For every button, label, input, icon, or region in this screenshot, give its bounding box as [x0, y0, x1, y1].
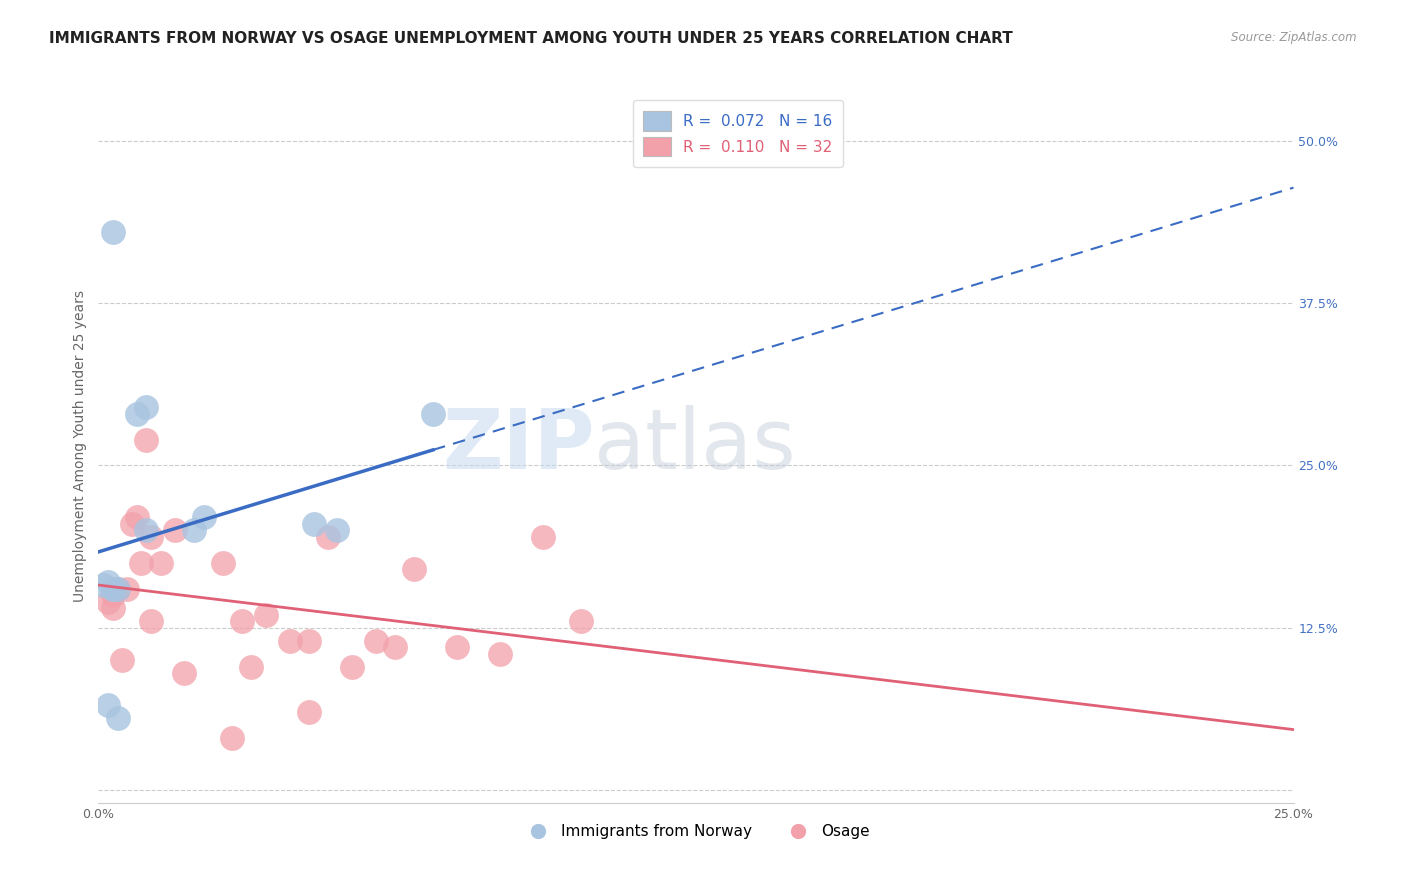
- Point: [135, 524, 157, 538]
- Point: [101, 582, 124, 596]
- Point: [569, 614, 592, 628]
- Point: [107, 582, 129, 596]
- Point: [125, 510, 148, 524]
- Point: [91, 578, 114, 592]
- Point: [135, 433, 157, 447]
- Point: [193, 510, 215, 524]
- Point: [446, 640, 468, 654]
- Point: [139, 614, 162, 628]
- Text: IMMIGRANTS FROM NORWAY VS OSAGE UNEMPLOYMENT AMONG YOUTH UNDER 25 YEARS CORRELAT: IMMIGRANTS FROM NORWAY VS OSAGE UNEMPLOY…: [49, 31, 1012, 46]
- Y-axis label: Unemployment Among Youth under 25 years: Unemployment Among Youth under 25 years: [73, 290, 87, 602]
- Point: [101, 601, 124, 615]
- Point: [163, 524, 186, 538]
- Point: [302, 516, 325, 531]
- Point: [121, 516, 143, 531]
- Point: [131, 556, 153, 570]
- Point: [135, 400, 157, 414]
- Point: [340, 659, 363, 673]
- Point: [278, 633, 301, 648]
- Point: [298, 633, 321, 648]
- Point: [364, 633, 387, 648]
- Point: [489, 647, 512, 661]
- Point: [125, 407, 148, 421]
- Point: [254, 607, 277, 622]
- Point: [326, 524, 349, 538]
- Point: [298, 705, 321, 719]
- Point: [531, 530, 554, 544]
- Point: [101, 582, 124, 596]
- Point: [97, 595, 120, 609]
- Text: ZIP: ZIP: [441, 406, 595, 486]
- Point: [173, 666, 195, 681]
- Text: atlas: atlas: [595, 406, 796, 486]
- Point: [231, 614, 253, 628]
- Point: [221, 731, 243, 745]
- Point: [107, 582, 129, 596]
- Point: [97, 575, 120, 590]
- Point: [115, 582, 138, 596]
- Point: [111, 653, 134, 667]
- Point: [149, 556, 172, 570]
- Text: Source: ZipAtlas.com: Source: ZipAtlas.com: [1232, 31, 1357, 45]
- Point: [422, 407, 444, 421]
- Point: [101, 225, 124, 239]
- Legend: Immigrants from Norway, Osage: Immigrants from Norway, Osage: [516, 818, 876, 845]
- Point: [139, 530, 162, 544]
- Point: [101, 588, 124, 602]
- Point: [384, 640, 406, 654]
- Point: [240, 659, 263, 673]
- Point: [97, 698, 120, 713]
- Point: [402, 562, 425, 576]
- Point: [183, 524, 205, 538]
- Point: [211, 556, 233, 570]
- Point: [107, 711, 129, 725]
- Point: [316, 530, 339, 544]
